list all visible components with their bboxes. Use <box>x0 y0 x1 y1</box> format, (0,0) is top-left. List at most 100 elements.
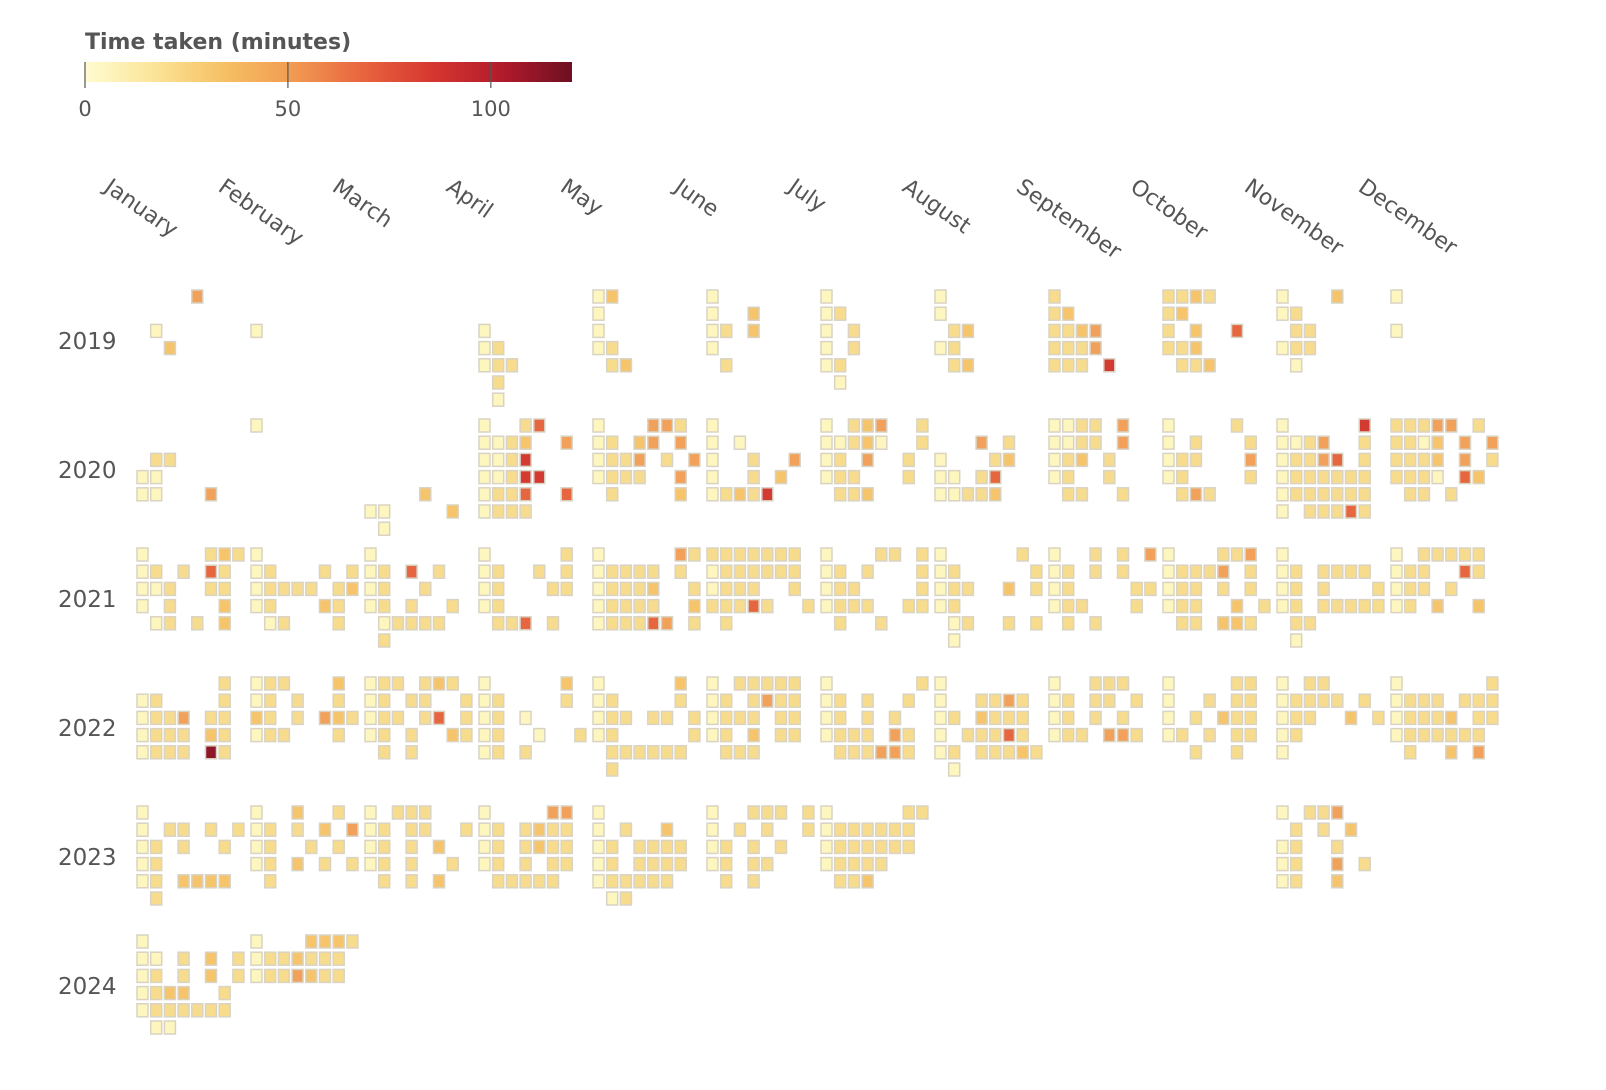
heatmap-cell <box>761 693 774 708</box>
heatmap-cell <box>446 856 459 872</box>
heatmap-cell <box>136 564 149 579</box>
heatmap-cell <box>1075 323 1089 339</box>
heatmap-cell <box>847 340 861 356</box>
heatmap-cell <box>1203 564 1216 579</box>
heatmap-cell <box>916 418 929 433</box>
heatmap-cell <box>136 985 149 1001</box>
heatmap-cell <box>519 616 532 631</box>
heatmap-cell <box>218 874 231 889</box>
heatmap-cell <box>136 822 149 837</box>
heatmap-cell <box>875 856 888 872</box>
heatmap-cell <box>432 874 446 889</box>
heatmap-cell <box>820 289 833 304</box>
heatmap-cell <box>633 469 646 485</box>
heatmap-cell <box>1358 856 1371 872</box>
month-label-may: May <box>556 174 608 221</box>
heatmap-cell <box>318 968 332 984</box>
heatmap-cell <box>1175 358 1189 373</box>
heatmap-cell <box>747 710 760 726</box>
heatmap-cell <box>875 822 888 837</box>
heatmap-cell <box>250 856 263 872</box>
heatmap-cell <box>833 856 847 872</box>
heatmap-cell <box>1417 418 1431 433</box>
heatmap-cell <box>446 598 459 614</box>
heatmap-cell <box>1431 727 1444 743</box>
heatmap-cell <box>1431 435 1444 450</box>
heatmap-cell <box>377 598 391 614</box>
heatmap-cell <box>975 693 988 708</box>
heatmap-cell <box>1390 693 1403 708</box>
heatmap-cell <box>1358 693 1371 708</box>
heatmap-cell <box>204 822 218 837</box>
heatmap-cell <box>1061 581 1075 597</box>
heatmap-cell <box>1289 564 1303 579</box>
heatmap-cell <box>706 564 719 579</box>
heatmap-cell <box>250 934 263 949</box>
heatmap-cell <box>802 598 815 614</box>
heatmap-cell <box>1289 358 1303 373</box>
heatmap-cell <box>263 564 277 579</box>
heatmap-cell <box>136 469 149 485</box>
heatmap-cell <box>1061 435 1075 450</box>
heatmap-cell <box>191 616 204 631</box>
heatmap-cell <box>432 710 446 726</box>
heatmap-cell <box>364 676 377 691</box>
heatmap-cell <box>1303 452 1317 468</box>
heatmap-cell <box>861 710 874 726</box>
heatmap-cell <box>833 616 847 631</box>
colorbar-tick-label: 0 <box>78 97 91 121</box>
heatmap-cell <box>747 727 760 743</box>
heatmap-cell <box>1303 676 1317 691</box>
heatmap-cell <box>1089 676 1102 691</box>
heatmap-cell <box>619 745 633 760</box>
heatmap-cell <box>1331 805 1344 820</box>
heatmap-cell <box>592 418 605 433</box>
heatmap-cell <box>1203 487 1216 502</box>
heatmap-cell <box>1472 564 1485 579</box>
heatmap-cell <box>149 839 163 855</box>
heatmap-cell <box>364 805 377 820</box>
heatmap-cell <box>546 805 560 820</box>
heatmap-cell <box>747 839 760 855</box>
heatmap-cell <box>263 676 277 691</box>
heatmap-cell <box>934 581 947 597</box>
heatmap-cell <box>605 598 619 614</box>
heatmap-cell <box>916 564 929 579</box>
heatmap-cell <box>989 693 1002 708</box>
heatmap-cell <box>847 839 861 855</box>
heatmap-cell <box>332 839 345 855</box>
heatmap-cell <box>1289 856 1303 872</box>
heatmap-cell <box>1344 487 1358 502</box>
heatmap-cell <box>947 340 961 356</box>
heatmap-cell <box>774 564 788 579</box>
heatmap-cell <box>592 874 605 889</box>
heatmap-cell <box>1431 598 1444 614</box>
heatmap-cell <box>761 487 774 502</box>
heatmap-cell <box>1048 710 1061 726</box>
heatmap-cell <box>761 856 774 872</box>
month-label-january: January <box>98 173 182 242</box>
heatmap-cell <box>619 469 633 485</box>
heatmap-cell <box>218 985 231 1001</box>
heatmap-cell <box>961 727 975 743</box>
heatmap-cell <box>560 693 573 708</box>
heatmap-cell <box>1089 435 1102 450</box>
heatmap-cell <box>291 693 304 708</box>
heatmap-cell <box>1331 289 1344 304</box>
heatmap-cell <box>733 676 747 691</box>
heatmap-cell <box>747 693 760 708</box>
heatmap-cell <box>491 581 505 597</box>
heatmap-cell <box>419 487 432 502</box>
heatmap-cell <box>377 693 391 708</box>
heatmap-cell <box>934 727 947 743</box>
heatmap-cell <box>1048 581 1061 597</box>
heatmap-cell <box>1372 581 1385 597</box>
colorbar-gradient <box>85 62 572 82</box>
heatmap-cell <box>619 581 633 597</box>
heatmap-cell <box>232 547 245 562</box>
heatmap-cell <box>478 469 491 485</box>
heatmap-cell <box>833 435 847 450</box>
heatmap-cell <box>1390 418 1403 433</box>
heatmap-cell <box>419 805 432 820</box>
heatmap-cell <box>1458 435 1472 450</box>
